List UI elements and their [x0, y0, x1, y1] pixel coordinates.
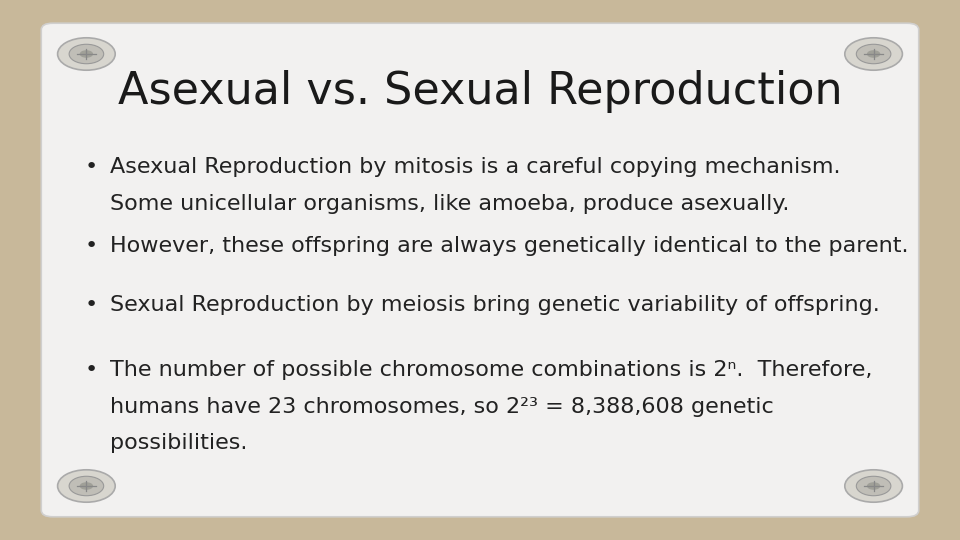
Text: Sexual Reproduction by meiosis bring genetic variability of offspring.: Sexual Reproduction by meiosis bring gen… — [110, 295, 880, 315]
Text: The number of possible chromosome combinations is 2ⁿ.  Therefore,: The number of possible chromosome combin… — [110, 360, 873, 380]
Text: possibilities.: possibilities. — [110, 433, 248, 454]
Circle shape — [867, 482, 880, 490]
Text: Asexual Reproduction by mitosis is a careful copying mechanism.: Asexual Reproduction by mitosis is a car… — [110, 157, 841, 178]
Text: However, these offspring are always genetically identical to the parent.: However, these offspring are always gene… — [110, 235, 909, 256]
Circle shape — [58, 470, 115, 502]
Circle shape — [856, 476, 891, 496]
Circle shape — [69, 476, 104, 496]
Text: •: • — [84, 235, 98, 256]
Text: humans have 23 chromosomes, so 2²³ = 8,388,608 genetic: humans have 23 chromosomes, so 2²³ = 8,3… — [110, 396, 774, 417]
Circle shape — [80, 482, 93, 490]
Circle shape — [69, 44, 104, 64]
Text: •: • — [84, 295, 98, 315]
FancyBboxPatch shape — [41, 23, 919, 517]
Text: Some unicellular organisms, like amoeba, produce asexually.: Some unicellular organisms, like amoeba,… — [110, 194, 790, 214]
Text: Asexual vs. Sexual Reproduction: Asexual vs. Sexual Reproduction — [118, 70, 842, 113]
Circle shape — [845, 38, 902, 70]
Circle shape — [867, 50, 880, 58]
Text: •: • — [84, 157, 98, 178]
Circle shape — [80, 50, 93, 58]
Circle shape — [845, 470, 902, 502]
Text: •: • — [84, 360, 98, 380]
Circle shape — [856, 44, 891, 64]
Circle shape — [58, 38, 115, 70]
